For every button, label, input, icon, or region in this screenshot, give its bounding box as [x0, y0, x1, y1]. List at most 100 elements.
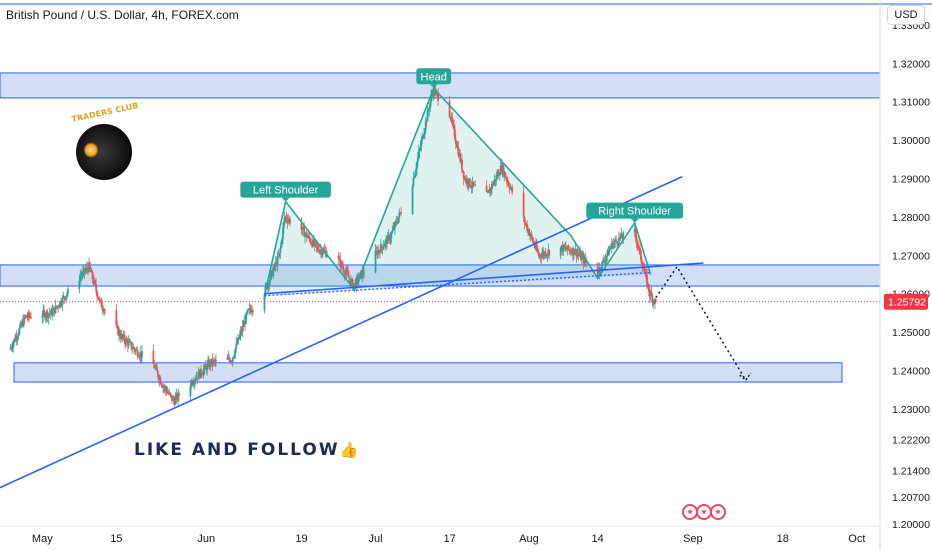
candle-body — [49, 313, 52, 315]
candle-body — [137, 356, 140, 358]
candle-body — [424, 120, 427, 130]
candle-body — [130, 342, 133, 349]
candle-body — [362, 270, 365, 274]
candle-body — [228, 357, 231, 360]
us-flag-icon[interactable]: ★ — [710, 504, 726, 520]
price-tag-bg — [884, 293, 928, 310]
candle-body — [596, 262, 599, 275]
candle-body — [650, 292, 653, 296]
candle-body — [414, 172, 417, 178]
candle-body — [348, 276, 350, 279]
candle-body — [647, 284, 650, 292]
candle-body — [309, 238, 312, 243]
x-tick-label: Aug — [519, 533, 539, 545]
candle-body — [639, 250, 642, 260]
candle-body — [651, 295, 654, 302]
candle-body — [418, 148, 421, 152]
candle-body — [640, 259, 643, 264]
candle-body — [601, 261, 603, 270]
candle-body — [154, 367, 157, 369]
candle-body — [374, 250, 377, 273]
candle-body — [80, 275, 83, 277]
candle-body — [580, 256, 583, 260]
candle-body — [101, 306, 104, 309]
candle-body — [43, 310, 45, 312]
candle-body — [303, 227, 306, 237]
candle-body — [423, 134, 425, 138]
candle-body — [234, 348, 237, 355]
candle-body — [344, 272, 347, 276]
candle-body — [123, 334, 126, 341]
candle-body — [559, 247, 562, 256]
candle-body — [279, 248, 282, 254]
candle-body — [525, 223, 528, 225]
candle-body — [646, 275, 648, 287]
currency-button[interactable]: USD — [887, 5, 925, 25]
candle-body — [615, 239, 618, 242]
x-tick-label: 15 — [110, 533, 122, 545]
candle-body — [314, 241, 317, 244]
candle-body — [490, 184, 493, 190]
candle-body — [498, 172, 500, 176]
candle-body — [528, 234, 531, 236]
candle-body — [492, 182, 495, 186]
candle-body — [129, 341, 132, 343]
candle-body — [568, 249, 571, 251]
candle-body — [133, 346, 135, 350]
candle-body — [19, 323, 22, 328]
candle-body — [546, 254, 549, 256]
candle-body — [94, 280, 97, 285]
candle-body — [434, 91, 437, 95]
candle-body — [470, 186, 473, 188]
candle-body — [429, 102, 432, 109]
candle-body — [138, 356, 141, 358]
candle-body — [528, 229, 530, 235]
candle-body — [466, 178, 469, 185]
candle-body — [342, 268, 345, 273]
candle-body — [201, 373, 204, 375]
head-shoulders-fill — [264, 88, 651, 296]
candle-body — [61, 297, 64, 305]
candle-body — [200, 368, 202, 375]
candle-body — [453, 128, 456, 139]
x-tick-label: Oct — [848, 533, 865, 545]
candle-body — [509, 187, 512, 189]
candle-body — [202, 369, 205, 374]
candle-body — [428, 108, 431, 111]
candle-body — [160, 383, 163, 386]
candle-body — [635, 236, 638, 243]
economic-events[interactable]: ★ ★ ★ — [682, 504, 726, 520]
candle-body — [523, 216, 526, 223]
candle-body — [178, 392, 180, 397]
candle-body — [462, 171, 465, 179]
candle-body — [453, 125, 455, 129]
candle-body — [278, 253, 281, 256]
candle-body — [337, 255, 340, 259]
candle-body — [226, 358, 229, 360]
y-tick-label: 1.28000 — [892, 212, 930, 224]
candle-body — [238, 334, 241, 339]
candle-body — [505, 176, 507, 179]
candle-body — [585, 261, 588, 263]
symbol-title[interactable]: British Pound / U.S. Dollar, 4h, FOREX.c… — [6, 8, 239, 22]
candle-body — [469, 185, 472, 188]
candle-body — [281, 239, 283, 242]
candle-body — [605, 255, 608, 259]
candle-body — [246, 309, 249, 314]
candle-body — [44, 311, 46, 318]
candle-body — [152, 350, 155, 365]
candle-body — [608, 250, 611, 256]
candle-body — [637, 244, 640, 248]
candle-body — [310, 242, 313, 244]
candle-body — [118, 331, 121, 337]
y-tick-label: 1.24000 — [892, 366, 930, 378]
candle-body — [66, 288, 69, 294]
y-tick-label: 1.27000 — [892, 250, 930, 262]
candle-body — [174, 397, 177, 405]
candle-body — [172, 398, 175, 402]
candle-body — [415, 168, 417, 173]
candle-body — [421, 135, 424, 141]
candle-body — [203, 365, 206, 370]
candle-body — [347, 272, 350, 277]
